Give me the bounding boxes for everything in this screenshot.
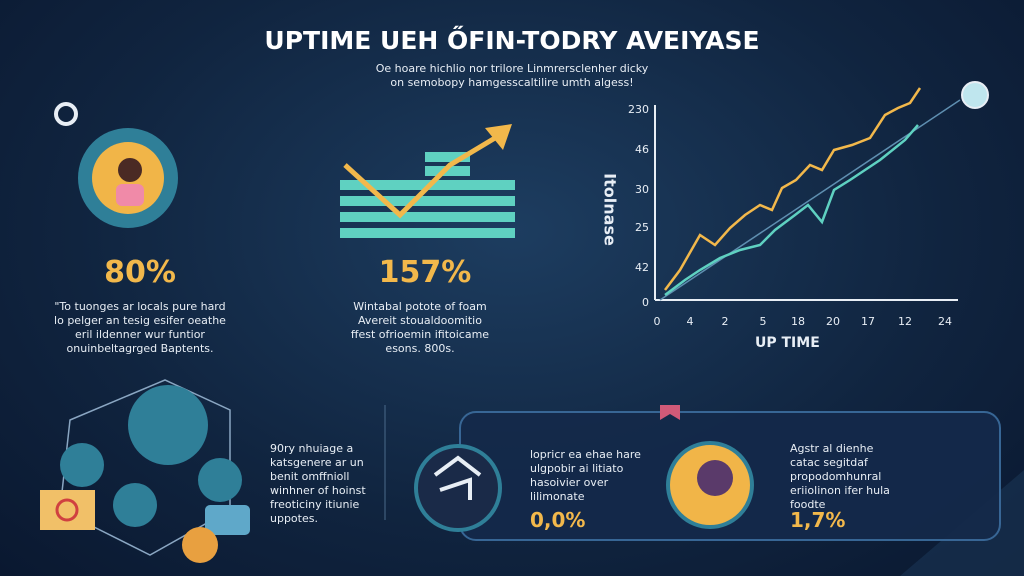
- text-line: propodomhunral: [790, 470, 882, 483]
- y-tick-label: 46: [635, 143, 649, 156]
- text-line: lilimonate: [530, 490, 585, 503]
- x-tick-label: 12: [898, 315, 912, 328]
- card-value: 1,7%: [790, 508, 846, 532]
- y-tick-label: 30: [635, 183, 649, 196]
- stat-text: "To tuonges ar locals pure hard lo pelger…: [40, 300, 240, 356]
- text-line: eril ildenner wur funtior: [75, 328, 205, 341]
- card-text: lopricr ea ehae hare ulgpobir ai litiato h…: [530, 448, 641, 504]
- text-line: ffest ofrioemin ifitoicame: [350, 328, 490, 341]
- text-line: catac segitdaf: [790, 456, 868, 469]
- x-tick-label: 18: [791, 315, 805, 328]
- text-line: lopricr ea ehae hare: [530, 448, 641, 461]
- bottom-text: 90ry nhuiage a katsgenere ar un benit omff…: [270, 442, 366, 526]
- x-tick-label: 5: [759, 315, 767, 328]
- text-line: onuinbeltagrged Baptents.: [66, 342, 214, 355]
- text-line: eriiolinon ifer hula: [790, 484, 890, 497]
- x-tick-label: 20: [826, 315, 840, 328]
- title: UPTIME UEH ŐFIN-TODRY AVEIYASE: [264, 26, 760, 55]
- x-tick-label: 0: [653, 315, 661, 328]
- text-line: benit omffnioll: [270, 470, 350, 483]
- subtitle: Oe hoare hichlio nor trilore Linmrerscle…: [375, 62, 649, 75]
- text-line: Agstr al dienhe: [790, 442, 874, 455]
- text-line: "To tuonges ar locals pure hard: [54, 300, 226, 313]
- x-axis-label: UP TIME: [755, 335, 820, 351]
- x-tick-label: 2: [721, 315, 729, 328]
- text-line: freoticiny itiunie: [270, 498, 360, 511]
- text-line: lo pelger an tesig esifer oeathe: [54, 314, 226, 327]
- text-line: ulgpobir ai litiato: [530, 462, 624, 475]
- y-tick-label: 0: [642, 296, 649, 309]
- x-tick-label: 4: [686, 315, 694, 328]
- text-line: foodte: [790, 498, 826, 511]
- text-line: Avereit stoualdoomitio: [358, 314, 482, 327]
- x-tick-label: 24: [938, 315, 952, 328]
- x-tick-label: 17: [861, 315, 875, 328]
- text-line: uppotes.: [270, 512, 318, 525]
- subtitle: on semobopy hamgesscaltilire umth algess…: [390, 76, 634, 89]
- text-line: 90ry nhuiage a: [270, 442, 354, 455]
- y-tick-label: 42: [635, 261, 649, 274]
- stat-value: 157%: [378, 255, 472, 290]
- stat-text: Wintabal potote of foam Avereit stoualdoo…: [335, 300, 505, 356]
- text-line: esons. 800s.: [385, 342, 455, 355]
- card-value: 0,0%: [530, 508, 586, 532]
- y-tick-label: 230: [628, 103, 649, 116]
- text-line: katsgenere ar un: [270, 456, 364, 469]
- stat-value: 80%: [104, 255, 176, 290]
- text-line: winhner of hoinst: [270, 484, 366, 497]
- text-line: hasoivier over: [530, 476, 609, 489]
- card-text: Agstr al dienhe catac segitdaf propodomhun…: [790, 442, 890, 512]
- y-tick-label: 25: [635, 221, 649, 234]
- text-line: Wintabal potote of foam: [353, 300, 487, 313]
- y-axis-label: Itolnase: [600, 173, 620, 246]
